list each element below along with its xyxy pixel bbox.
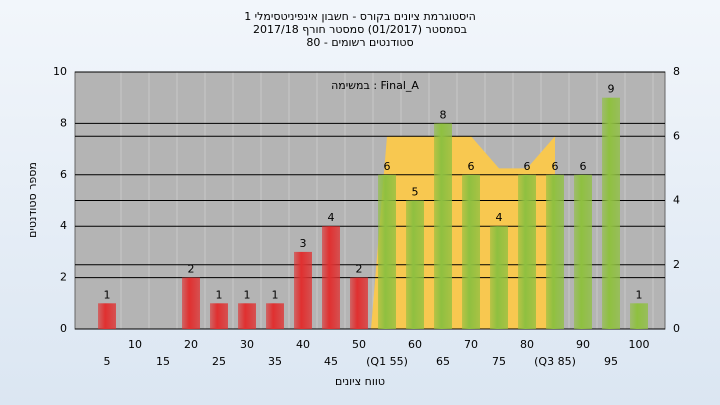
x-tick-label: 50 — [352, 338, 366, 351]
x-tick-label: 60 — [408, 338, 422, 351]
x-tick-label: (Q3 85) — [534, 355, 576, 368]
bar — [518, 174, 536, 329]
bar — [574, 174, 592, 329]
bar — [630, 303, 648, 329]
bar — [350, 277, 368, 329]
x-tick-label: 15 — [156, 355, 170, 368]
x-tick-label: 95 — [604, 355, 618, 368]
y-tick-label: 6 — [60, 168, 67, 181]
x-tick-label: 25 — [212, 355, 226, 368]
y-tick-label: 0 — [60, 322, 67, 335]
data-label: 1 — [636, 288, 643, 301]
x-tick-label: 75 — [492, 355, 506, 368]
x-tick-label: (Q1 55) — [366, 355, 408, 368]
x-tick-label: 35 — [268, 355, 282, 368]
data-label: 2 — [188, 263, 195, 276]
data-label: 6 — [552, 160, 559, 173]
bar — [238, 303, 256, 329]
data-label: 1 — [244, 288, 251, 301]
data-label: 3 — [300, 237, 307, 250]
data-label: 2 — [356, 263, 363, 276]
x-tick-label: 100 — [629, 338, 650, 351]
x-tick-label: 10 — [128, 338, 142, 351]
y-tick-label: 10 — [53, 65, 67, 78]
data-label: 4 — [496, 211, 503, 224]
chart-title: היסטוגרמת ציונים בקורס - חשבון אינפיניטס… — [244, 10, 476, 23]
x-tick-label: 80 — [520, 338, 534, 351]
bar — [434, 123, 452, 330]
bar — [294, 251, 312, 329]
x-tick-label: 40 — [296, 338, 310, 351]
data-label: 6 — [580, 160, 587, 173]
data-label: 4 — [328, 211, 335, 224]
bar — [210, 303, 228, 329]
x-tick-label: 20 — [184, 338, 198, 351]
annotation: במשימה : Final_A — [331, 79, 419, 92]
y2-tick-label: 0 — [673, 322, 680, 335]
data-label: 6 — [468, 160, 475, 173]
data-label: 1 — [272, 288, 279, 301]
y2-tick-label: 2 — [673, 258, 680, 271]
chart-subtitle: בסמסטר (01/2017) סמסטר חורף 2017/18 — [253, 23, 467, 36]
y-tick-label: 4 — [60, 219, 67, 232]
chart-subtitle: סטודנטים רשומים - 80 — [306, 36, 413, 49]
bar — [462, 174, 480, 329]
x-axis-label: טווח ציונים — [335, 375, 385, 388]
data-label: 5 — [412, 186, 419, 199]
x-tick-label: 70 — [464, 338, 478, 351]
bar — [490, 226, 508, 329]
y-tick-label: 8 — [60, 116, 67, 129]
bar — [602, 97, 620, 329]
data-label: 6 — [384, 160, 391, 173]
x-tick-label: 5 — [104, 355, 111, 368]
data-label: 8 — [440, 108, 447, 121]
y2-tick-label: 6 — [673, 129, 680, 142]
y2-tick-label: 4 — [673, 194, 680, 207]
bar — [322, 226, 340, 329]
x-tick-label: 45 — [324, 355, 338, 368]
data-label: 1 — [216, 288, 223, 301]
x-tick-label: 30 — [240, 338, 254, 351]
bar — [98, 303, 116, 329]
data-label: 6 — [524, 160, 531, 173]
bar — [406, 200, 424, 329]
data-label: 9 — [608, 83, 615, 96]
x-tick-label: 90 — [576, 338, 590, 351]
y2-tick-label: 8 — [673, 65, 680, 78]
y-axis-label: מספר סטודנטים — [26, 162, 39, 238]
y-tick-label: 2 — [60, 271, 67, 284]
data-label: 1 — [104, 288, 111, 301]
bar — [546, 174, 564, 329]
bar — [266, 303, 284, 329]
bar — [378, 174, 396, 329]
x-tick-label: 65 — [436, 355, 450, 368]
bar — [182, 277, 200, 329]
